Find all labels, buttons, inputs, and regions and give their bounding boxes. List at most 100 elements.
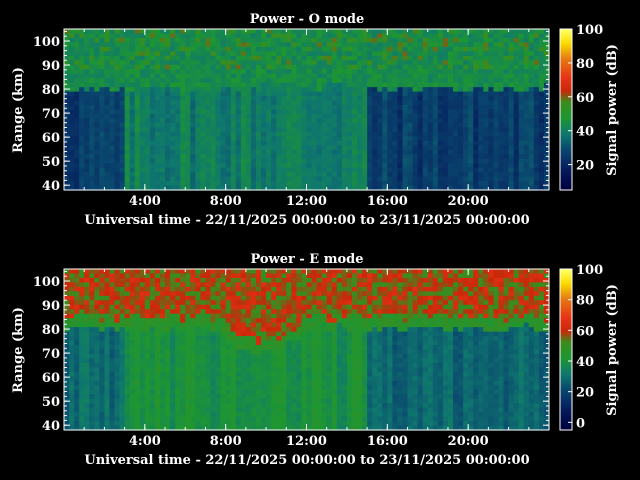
heatmap-cell	[114, 127, 121, 133]
heatmap-cell	[442, 113, 449, 120]
heatmap-cell	[417, 295, 424, 301]
heatmap-cell	[321, 100, 328, 106]
heatmap-cell	[387, 145, 393, 151]
heatmap-cell	[230, 46, 237, 52]
heatmap-cell	[417, 127, 424, 133]
y-tick-label: 80	[42, 83, 60, 98]
heatmap-cell	[74, 127, 80, 133]
heatmap-cell	[291, 100, 297, 106]
heatmap-cell	[498, 122, 505, 128]
heatmap-cell	[503, 122, 510, 128]
heatmap-cell	[215, 300, 222, 306]
heatmap-cell	[144, 269, 151, 275]
heatmap-cell	[341, 100, 348, 106]
heatmap-cell	[432, 105, 439, 111]
heatmap-cell	[427, 136, 434, 142]
heatmap-cell	[473, 127, 479, 133]
heatmap-cell	[468, 122, 474, 128]
heatmap-cell	[301, 269, 308, 275]
heatmap-cell	[250, 181, 257, 187]
heatmap-cell	[74, 33, 80, 39]
heatmap-cell	[432, 286, 439, 292]
colorbar-segment	[560, 51, 572, 54]
heatmap-cell	[382, 145, 388, 151]
heatmap-cell	[483, 33, 489, 39]
heatmap-cell	[351, 113, 358, 120]
heatmap-cell	[301, 172, 308, 178]
heatmap-cell	[453, 300, 459, 306]
heatmap-cell	[165, 91, 171, 97]
heatmap-cell	[235, 105, 242, 111]
heatmap-cell	[250, 140, 257, 146]
heatmap-cell	[205, 55, 212, 61]
heatmap-cell	[79, 304, 85, 310]
heatmap-cell	[387, 51, 393, 57]
heatmap-cell	[372, 64, 378, 70]
heatmap-cell	[114, 181, 121, 187]
heatmap-cell	[316, 82, 323, 88]
heatmap-cell	[362, 127, 368, 133]
heatmap-cell	[412, 136, 419, 142]
heatmap-cell	[79, 149, 85, 155]
y-tick-label: 90	[42, 59, 60, 74]
heatmap-cell	[518, 127, 525, 133]
heatmap-cell	[84, 145, 90, 151]
heatmap-cell	[387, 100, 393, 106]
heatmap-cell	[412, 322, 419, 328]
heatmap-cell	[200, 176, 207, 182]
colorbar-tick-label: 60	[576, 91, 594, 106]
heatmap-cell	[442, 100, 449, 106]
heatmap-cell	[523, 172, 530, 178]
heatmap-cell	[351, 33, 358, 39]
heatmap-cell	[367, 29, 373, 35]
heatmap-cell	[134, 82, 141, 88]
heatmap-cell	[114, 322, 121, 328]
heatmap-cell	[473, 322, 479, 328]
heatmap-cell	[84, 91, 90, 97]
heatmap-cell	[543, 277, 550, 284]
heatmap-cell	[124, 82, 131, 88]
heatmap-cell	[377, 273, 383, 279]
heatmap-cell	[387, 69, 393, 75]
heatmap-cell	[119, 291, 126, 297]
heatmap-cell	[271, 136, 277, 142]
heatmap-cell	[498, 60, 505, 66]
heatmap-cell	[453, 64, 459, 70]
heatmap-cell	[412, 295, 419, 301]
heatmap-cell	[296, 286, 303, 292]
heatmap-cell	[291, 46, 297, 52]
heatmap-cell	[114, 269, 121, 275]
heatmap-cell	[185, 149, 191, 155]
heatmap-cell	[185, 309, 191, 315]
heatmap-cell	[321, 60, 328, 66]
heatmap-cell	[139, 172, 146, 178]
heatmap-cell	[362, 172, 368, 178]
heatmap-cell	[124, 282, 131, 288]
heatmap-cell	[99, 185, 106, 191]
heatmap-cell	[159, 145, 166, 151]
heatmap-cell	[89, 304, 95, 310]
heatmap-cell	[533, 158, 540, 164]
heatmap-cell	[291, 154, 297, 160]
heatmap-cell	[225, 127, 232, 133]
heatmap-cell	[149, 304, 156, 310]
heatmap-cell	[99, 269, 106, 275]
heatmap-cell	[336, 113, 343, 120]
heatmap-cell	[422, 29, 429, 35]
heatmap-cell	[255, 282, 262, 288]
heatmap-cell	[447, 286, 454, 292]
heatmap-cell	[488, 154, 495, 160]
heatmap-cell	[321, 82, 328, 88]
heatmap-cell	[266, 113, 272, 120]
heatmap-cell	[316, 304, 323, 310]
heatmap-cell	[255, 181, 262, 187]
heatmap-cell	[513, 42, 520, 48]
heatmap-cell	[483, 318, 489, 324]
heatmap-cell	[473, 100, 479, 106]
heatmap-cell	[357, 145, 363, 151]
heatmap-cell	[266, 136, 272, 142]
heatmap-cell	[99, 82, 106, 88]
heatmap-cell	[119, 300, 126, 306]
heatmap-cell	[498, 176, 505, 182]
heatmap-cell	[453, 167, 459, 173]
